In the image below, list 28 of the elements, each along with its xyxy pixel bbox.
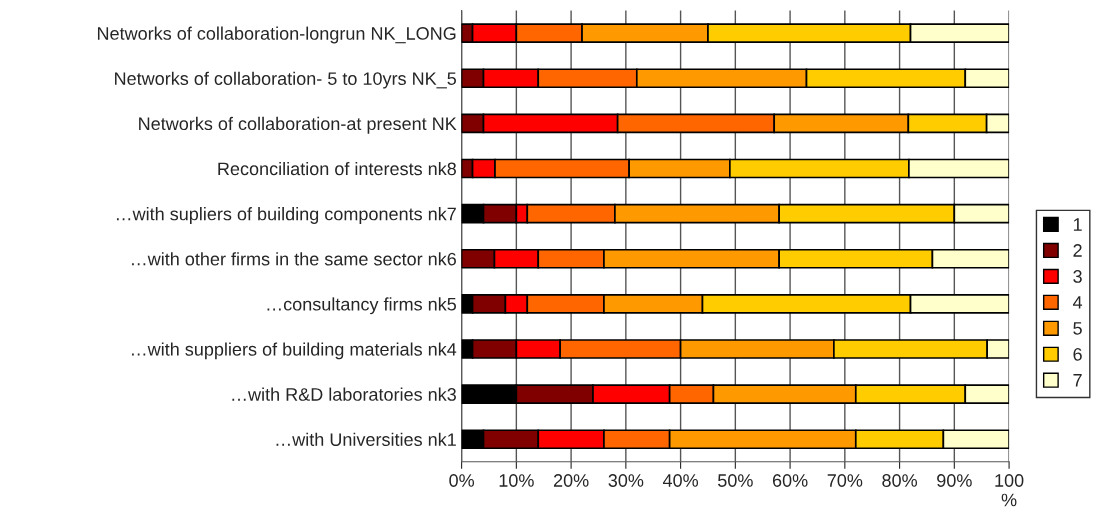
x-tick-label: 30% xyxy=(608,474,644,487)
y-tick-label: Networks of collaboration-at present NK xyxy=(139,116,457,134)
legend-label: 4 xyxy=(1072,296,1083,309)
y-tick-label: …with other firms in the same sector nk6 xyxy=(132,252,456,266)
x-tick-label: 100 % xyxy=(995,474,1024,507)
legend-label: 6 xyxy=(1073,347,1082,361)
x-tick-label: 0% xyxy=(449,474,475,487)
y-tick-label: …consultancy firms nk5 xyxy=(267,297,456,315)
x-tick-label: 60% xyxy=(772,474,808,487)
legend-label: 1 xyxy=(1073,218,1082,231)
y-tick-label: …with supliers of building components nk7 xyxy=(116,207,456,224)
y-tick-label: …with suppliers of building materials nk4 xyxy=(132,342,457,360)
y-tick-label: Networks of collaboration-longrun NK_LONG xyxy=(97,26,456,44)
y-tick-label: …with R&D laboratories nk3 xyxy=(232,387,456,401)
x-tick-label: 80% xyxy=(882,474,918,487)
legend-label: 2 xyxy=(1073,244,1082,257)
legend-label: 5 xyxy=(1073,322,1082,335)
x-tick-label: 70% xyxy=(827,474,863,487)
legend-label: 7 xyxy=(1073,374,1082,387)
x-tick-label: 20% xyxy=(553,474,589,487)
x-tick-label: 50% xyxy=(718,474,753,487)
y-tick-label: Reconciliation of interests nk8 xyxy=(218,161,456,176)
y-tick-label: …with Universities nk1 xyxy=(276,432,456,446)
x-tick-label: 90% xyxy=(937,474,972,487)
x-tick-label: 10% xyxy=(499,474,534,487)
y-tick-label: Networks of collaboration- 5 to 10yrs NK_5 xyxy=(115,71,457,89)
x-tick-label: 40% xyxy=(662,474,699,487)
legend-label: 3 xyxy=(1073,270,1082,283)
